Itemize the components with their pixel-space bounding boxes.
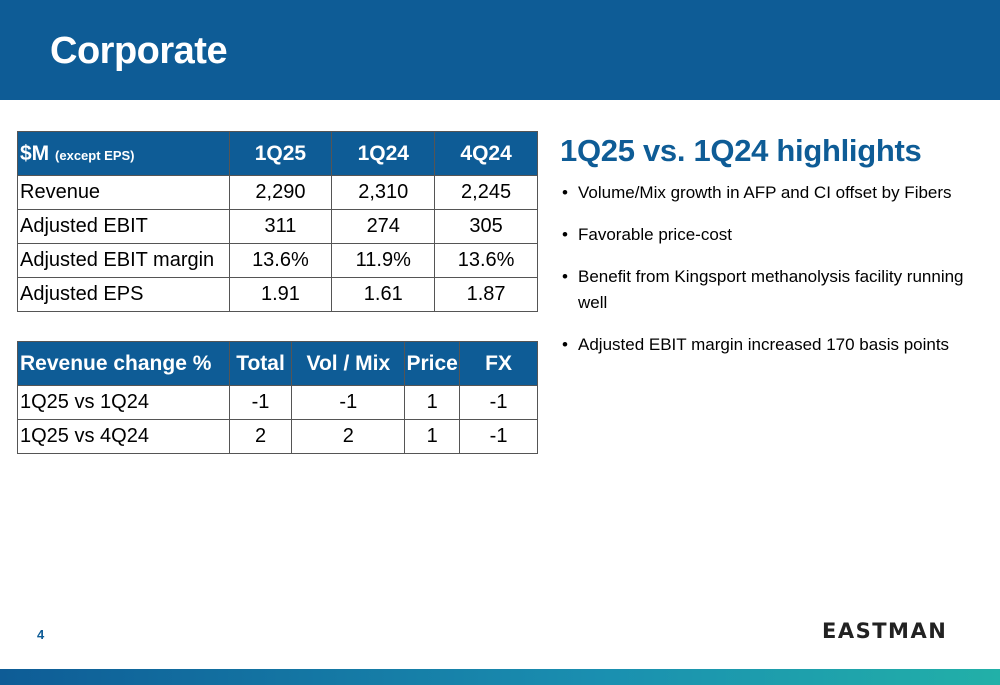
row-label: Adjusted EBIT margin	[17, 243, 230, 278]
cell-value: 1.61	[331, 277, 436, 312]
revenue-change-header-col: Vol / Mix	[291, 341, 406, 386]
cell-value: 2	[291, 419, 406, 454]
cell-value: -1	[459, 419, 538, 454]
cell-value: 1	[404, 385, 461, 420]
highlight-item: Favorable price-cost	[562, 222, 982, 248]
cell-value: 2,245	[434, 175, 538, 210]
cell-value: -1	[459, 385, 538, 420]
financials-header-row: $M (except EPS) 1Q25 1Q24 4Q24	[17, 131, 538, 176]
cell-value: 274	[331, 209, 436, 244]
footer-bar	[0, 669, 1000, 685]
cell-value: 13.6%	[434, 243, 538, 278]
table-row: Adjusted EPS 1.91 1.61 1.87	[17, 277, 538, 312]
financials-header-main: $M	[20, 141, 50, 165]
table-row: 1Q25 vs 1Q24 -1 -1 1 -1	[17, 385, 538, 420]
revenue-change-header-label: Revenue change %	[17, 341, 230, 386]
cell-value: 2	[228, 419, 293, 454]
table-row: Revenue 2,290 2,310 2,245	[17, 175, 538, 210]
cell-value: 1	[404, 419, 461, 454]
slide-title: Corporate	[50, 30, 228, 72]
table-row: Adjusted EBIT margin 13.6% 11.9% 13.6%	[17, 243, 538, 278]
financials-header-sub: (except EPS)	[55, 147, 135, 163]
financials-header-col: 1Q24	[331, 131, 436, 176]
cell-value: 2,310	[331, 175, 436, 210]
cell-value: 11.9%	[331, 243, 436, 278]
row-label: Revenue	[17, 175, 230, 210]
table-row: 1Q25 vs 4Q24 2 2 1 -1	[17, 419, 538, 454]
cell-value: 1.91	[228, 277, 333, 312]
cell-value: 305	[434, 209, 538, 244]
eastman-logo: EASTMAN	[822, 619, 948, 643]
table-row: Adjusted EBIT 311 274 305	[17, 209, 538, 244]
revenue-change-header-col: FX	[459, 341, 538, 386]
cell-value: 311	[228, 209, 333, 244]
financials-header-label: $M (except EPS)	[17, 131, 230, 176]
row-label: Adjusted EBIT	[17, 209, 230, 244]
cell-value: 1.87	[434, 277, 538, 312]
page-number: 4	[37, 627, 45, 642]
revenue-change-header-col: Price	[404, 341, 461, 386]
cell-value: -1	[228, 385, 293, 420]
revenue-change-table: Revenue change % Total Vol / Mix Price F…	[17, 341, 538, 454]
row-label: 1Q25 vs 4Q24	[17, 419, 230, 454]
revenue-change-header-col: Total	[228, 341, 293, 386]
highlights-title: 1Q25 vs. 1Q24 highlights	[560, 133, 922, 168]
revenue-change-header-row: Revenue change % Total Vol / Mix Price F…	[17, 341, 538, 386]
financials-header-col: 4Q24	[434, 131, 538, 176]
financials-table: $M (except EPS) 1Q25 1Q24 4Q24 Revenue 2…	[17, 131, 538, 312]
row-label: Adjusted EPS	[17, 277, 230, 312]
cell-value: -1	[291, 385, 406, 420]
financials-header-col: 1Q25	[228, 131, 333, 176]
cell-value: 2,290	[228, 175, 333, 210]
highlight-item: Volume/Mix growth in AFP and CI offset b…	[562, 180, 982, 206]
highlight-item: Adjusted EBIT margin increased 170 basis…	[562, 332, 982, 358]
cell-value: 13.6%	[228, 243, 333, 278]
highlights-list: Volume/Mix growth in AFP and CI offset b…	[562, 180, 982, 374]
row-label: 1Q25 vs 1Q24	[17, 385, 230, 420]
header-bar	[0, 0, 1000, 100]
highlight-item: Benefit from Kingsport methanolysis faci…	[562, 264, 982, 316]
